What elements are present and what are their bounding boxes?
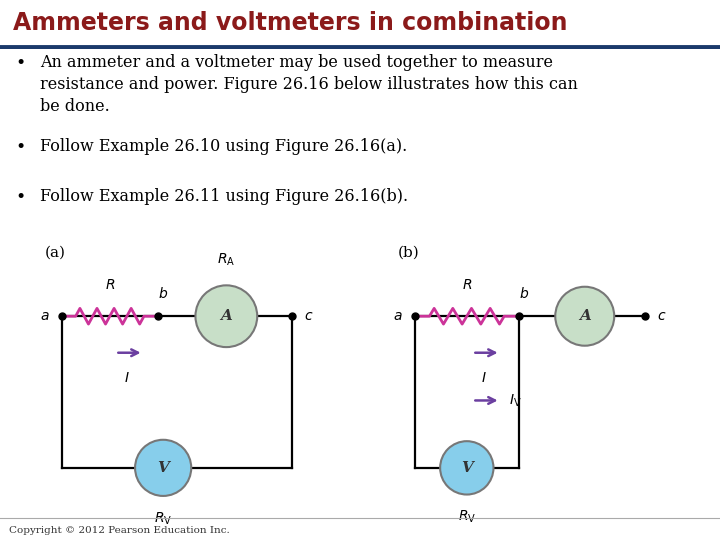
Text: $R_{\mathrm{A}}$: $R_{\mathrm{A}}$ (217, 252, 235, 268)
Text: $c$: $c$ (657, 309, 667, 323)
Text: $b$: $b$ (519, 286, 529, 301)
Circle shape (555, 287, 614, 346)
Text: $R$: $R$ (104, 278, 115, 292)
Circle shape (440, 441, 493, 495)
Circle shape (195, 285, 257, 347)
Text: Ammeters and voltmeters in combination: Ammeters and voltmeters in combination (13, 11, 567, 35)
Text: $I$: $I$ (481, 371, 487, 385)
Text: $R$: $R$ (462, 278, 472, 292)
Text: Follow Example 26.11 using Figure 26.16(b).: Follow Example 26.11 using Figure 26.16(… (40, 187, 408, 205)
Text: $b$: $b$ (158, 286, 168, 301)
Text: $I_{\mathrm{V}}$: $I_{\mathrm{V}}$ (509, 392, 521, 409)
Text: A: A (579, 309, 590, 323)
Text: (a): (a) (45, 246, 66, 260)
Text: $I$: $I$ (124, 371, 130, 385)
Text: Copyright © 2012 Pearson Education Inc.: Copyright © 2012 Pearson Education Inc. (9, 526, 230, 535)
Text: V: V (157, 461, 169, 475)
Text: Follow Example 26.10 using Figure 26.16(a).: Follow Example 26.10 using Figure 26.16(… (40, 138, 407, 154)
Circle shape (135, 440, 192, 496)
Text: An ammeter and a voltmeter may be used together to measure
resistance and power.: An ammeter and a voltmeter may be used t… (40, 54, 577, 116)
Text: •: • (16, 54, 26, 72)
Text: $R_{\mathrm{V}}$: $R_{\mathrm{V}}$ (154, 510, 172, 526)
Text: •: • (16, 187, 26, 206)
Text: $a$: $a$ (393, 309, 402, 323)
Text: $a$: $a$ (40, 309, 50, 323)
Text: V: V (461, 461, 473, 475)
Text: (b): (b) (398, 246, 420, 260)
Text: •: • (16, 138, 26, 156)
Text: A: A (220, 309, 233, 323)
Text: $R_{\mathrm{V}}$: $R_{\mathrm{V}}$ (458, 509, 476, 525)
Text: $c$: $c$ (305, 309, 314, 323)
